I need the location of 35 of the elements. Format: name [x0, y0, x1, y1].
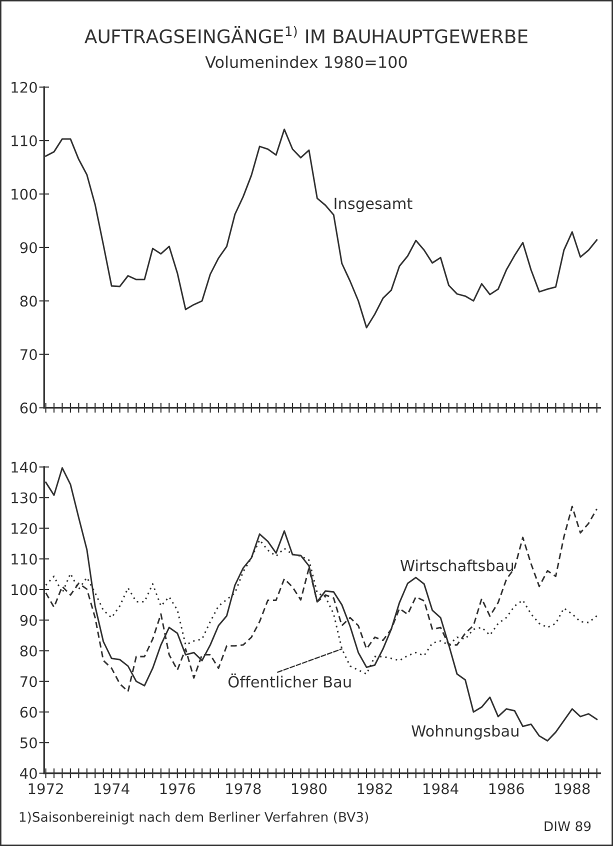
- series-label: Wohnungsbau: [412, 724, 518, 740]
- y-tick-label: 80: [20, 645, 37, 656]
- chart-subtitle: Volumenindex 1980=100: [205, 56, 407, 68]
- y-tick-label: 70: [20, 676, 37, 688]
- y-tick-label: 100: [12, 584, 37, 596]
- x-tick-label: 1974: [94, 783, 130, 794]
- y-tick-label: 110: [12, 135, 37, 146]
- series-label: Insgesamt: [334, 198, 412, 212]
- y-tick-label: 110: [12, 554, 37, 565]
- y-tick-label: 70: [20, 349, 37, 360]
- y-tick-label: 120: [12, 82, 37, 93]
- text: DIW 89: [544, 821, 591, 832]
- series-label: Wirtschaftsbau: [400, 560, 514, 572]
- chart-title: AUFTRAGSEINGÄNGE$^{1)}$ IM BAUHAUPTGEWERBE: [84, 26, 528, 44]
- y-tick-label: 140: [12, 462, 37, 473]
- y-tick-label: 120: [12, 522, 37, 534]
- y-tick-label: 90: [20, 614, 37, 626]
- y-tick-label: 80: [20, 296, 37, 307]
- x-tick-label: 1986: [489, 783, 524, 794]
- x-tick-label: 1972: [28, 783, 63, 794]
- y-tick-label: 130: [12, 492, 37, 504]
- x-tick-label: 1978: [226, 783, 261, 794]
- y-tick-label: 60: [20, 402, 37, 414]
- x-tick-label: 1988: [555, 783, 590, 794]
- text: 1)Saisonbereinigt nach dem Berliner Verfahren (BV3): [20, 812, 368, 824]
- x-tick-label: 1984: [424, 783, 458, 794]
- x-tick-label: 1982: [358, 783, 392, 794]
- x-tick-label: 1980: [292, 783, 327, 794]
- y-tick-label: 50: [20, 737, 37, 748]
- legend-label: Öffentlicher Bau: [228, 673, 351, 688]
- y-tick-label: 100: [12, 188, 37, 200]
- y-tick-label: 60: [20, 706, 37, 718]
- y-tick-label: 40: [20, 768, 37, 779]
- x-tick-label: 1976: [160, 783, 196, 794]
- y-tick-label: 90: [20, 242, 37, 254]
